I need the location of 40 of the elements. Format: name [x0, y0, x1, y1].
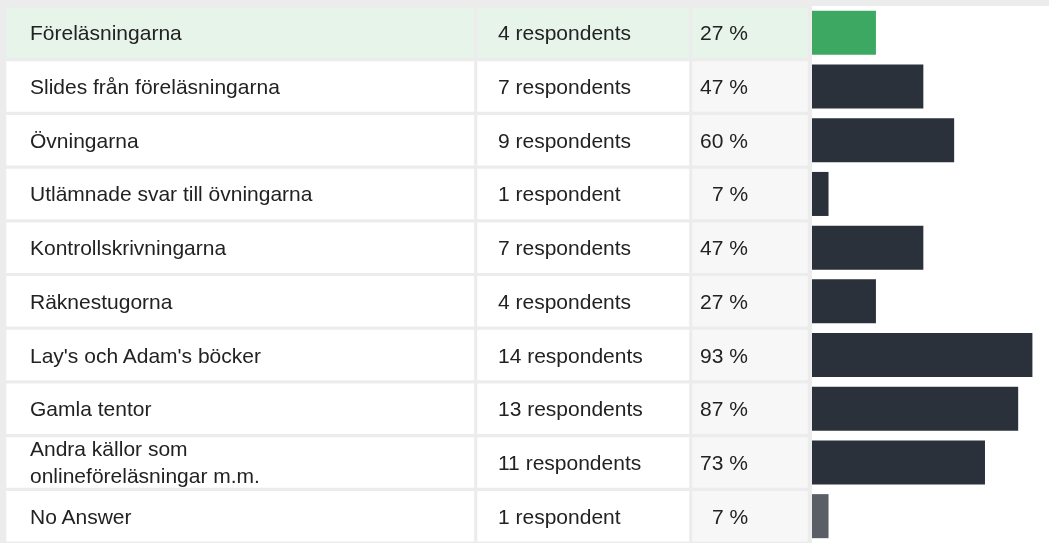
text: 7 respondents [498, 236, 632, 259]
y-tick-label: Slides från föreläsningarna [30, 75, 281, 98]
data-label: 27 % [700, 290, 748, 313]
y-tick-label: Lay's och Adam's böcker [30, 344, 261, 367]
data-label: 7 % [712, 505, 749, 528]
text: 1 respondent [498, 182, 621, 205]
text: 13 respondents [498, 397, 643, 420]
bar [811, 225, 924, 270]
y-tick-label: Utlämnade svar till övningarna [30, 182, 313, 205]
y-tick-label: Övningarna [30, 129, 139, 152]
data-label: 47 % [700, 75, 748, 98]
text: 4 respondents [498, 21, 632, 44]
bar [811, 118, 955, 163]
y-tick-label: Andra källor som onlineföreläsningar m.m. [30, 437, 260, 488]
data-label: 47 % [700, 236, 748, 259]
bar [811, 386, 1019, 431]
y-tick-label: Gamla tentor [30, 397, 152, 420]
bar [811, 440, 985, 485]
data-label: 27 % [700, 21, 748, 44]
text: 4 respondents [498, 290, 632, 313]
data-label: 93 % [700, 344, 748, 367]
bar [811, 64, 924, 109]
data-label: 60 % [700, 129, 748, 152]
text: 7 respondents [498, 75, 632, 98]
text: 14 respondents [498, 344, 643, 367]
y-tick-label: Räknestugorna [30, 290, 173, 313]
bar [811, 279, 876, 324]
text: 9 respondents [498, 129, 632, 152]
bar [811, 171, 829, 216]
data-label: 87 % [700, 397, 748, 420]
bar [811, 494, 829, 539]
y-tick-label: No Answer [30, 505, 132, 528]
y-tick-label: Kontrollskrivningarna [30, 236, 227, 259]
y-tick-label: Föreläsningarna [30, 21, 183, 44]
text: 1 respondent [498, 505, 621, 528]
bar [811, 10, 876, 55]
bar [811, 333, 1033, 378]
data-label: 7 % [712, 182, 749, 205]
data-label: 73 % [700, 451, 748, 474]
text: 11 respondents [498, 451, 642, 474]
